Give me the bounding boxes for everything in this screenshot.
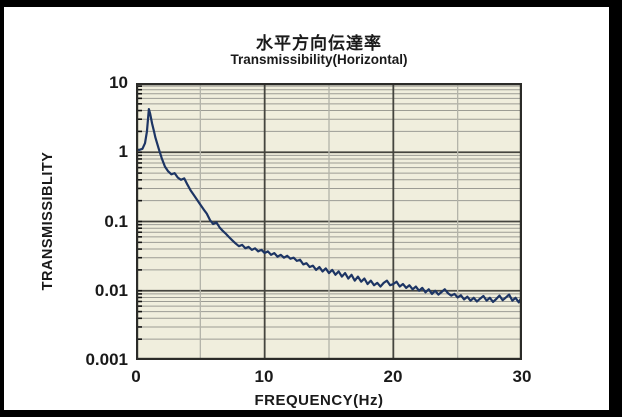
x-tick-label-0: 0 (131, 367, 141, 386)
chart-canvas: 水平方向伝達率 Transmissibility(Horizontal) TRA… (4, 7, 609, 410)
chart-subtitle: Transmissibility(Horizontal) (230, 52, 408, 67)
y-tick-label-0-001: 0.001 (85, 350, 128, 369)
x-tick-label-20: 20 (383, 367, 403, 386)
x-tick-label-10: 10 (254, 367, 274, 386)
y-tick-label-0-01: 0.01 (94, 281, 128, 300)
y-tick-label-1: 1 (118, 142, 128, 161)
chart-title-japanese: 水平方向伝達率 (256, 34, 382, 53)
plot-border (135, 82, 523, 361)
transmissibility-plot (134, 82, 524, 361)
plot-area (134, 82, 524, 361)
transmissibility-curve (134, 107, 524, 304)
y-tick-label-0-1: 0.1 (104, 212, 128, 231)
y-tick-label-10: 10 (109, 73, 128, 92)
x-tick-label-30: 30 (512, 367, 532, 386)
x-axis-title: FREQUENCY(Hz) (254, 392, 384, 409)
